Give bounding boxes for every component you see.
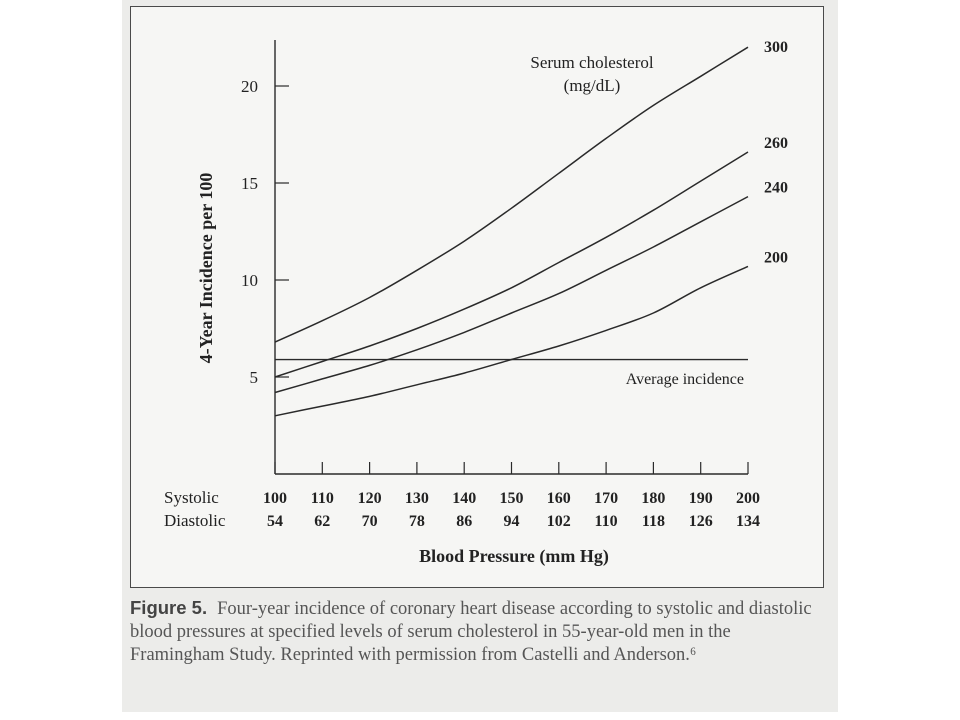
- x-tick-label-diastolic: 54: [267, 513, 283, 530]
- x-tick-label-diastolic: 118: [642, 513, 665, 530]
- x-tick-label-diastolic: 102: [547, 513, 571, 530]
- series-label-300: 300: [764, 39, 788, 56]
- x-tick-label-systolic: 190: [689, 490, 713, 507]
- figure-caption: Figure 5. Four-year incidence of coronary…: [130, 596, 824, 667]
- series-line-200: [274, 265, 749, 417]
- legend-title-line-2: (mg/dL): [564, 76, 621, 95]
- y-tick-label: 15: [241, 174, 258, 193]
- x-tick-label-diastolic: 134: [736, 513, 760, 530]
- x-tick-label-systolic: 170: [594, 490, 618, 507]
- labels-group: Average incidence 300 260 240 200 Serum chole…: [530, 39, 788, 388]
- series-label-240: 240: [764, 180, 788, 197]
- figure-frame: [130, 6, 824, 588]
- y-tick-label: 10: [241, 271, 258, 290]
- x-tick-label-systolic: 200: [736, 490, 760, 507]
- caption-text: Four-year incidence of coronary heart di…: [130, 599, 812, 665]
- caption-label: Figure 5.: [130, 597, 208, 618]
- series-label-260: 260: [764, 135, 788, 152]
- x-tick-label-diastolic: 70: [362, 513, 378, 530]
- reference-line-label: Average incidence: [626, 371, 744, 388]
- y-tick-label: 5: [250, 368, 259, 387]
- x-axis-title: Blood Pressure (mm Hg): [419, 546, 609, 567]
- x-row-label-systolic: Systolic: [164, 488, 219, 507]
- series-line-240: [274, 195, 749, 394]
- x-tick-label-diastolic: 62: [314, 513, 330, 530]
- legend-title-line-1: Serum cholesterol: [530, 53, 653, 72]
- series-line-300: [274, 46, 749, 343]
- series-group: [274, 46, 749, 417]
- x-row-label-diastolic: Diastolic: [164, 511, 226, 530]
- x-tick-label-systolic: 100: [263, 490, 287, 507]
- axes: 5 10 15 20 4-Year Incidence per 100 Systolic D…: [164, 40, 760, 567]
- x-tick-label-systolic: 150: [500, 490, 524, 507]
- series-line-260: [274, 151, 749, 378]
- incidence-chart: 5 10 15 20 4-Year Incidence per 100 Systolic D…: [164, 39, 788, 567]
- x-tick-label-diastolic: 126: [689, 513, 713, 530]
- x-tick-label-systolic: 140: [452, 490, 476, 507]
- x-tick-label-diastolic: 110: [595, 513, 618, 530]
- x-tick-label-systolic: 120: [358, 490, 382, 507]
- x-tick-label-diastolic: 78: [409, 513, 425, 530]
- x-tick-label-systolic: 110: [311, 490, 334, 507]
- x-tick-label-diastolic: 86: [456, 513, 472, 530]
- x-tick-label-systolic: 160: [547, 490, 571, 507]
- x-tick-label-systolic: 130: [405, 490, 429, 507]
- series-label-200: 200: [764, 249, 788, 266]
- x-tick-label-systolic: 180: [641, 490, 665, 507]
- y-axis-title: 4-Year Incidence per 100: [196, 173, 216, 364]
- y-tick-label: 20: [241, 77, 258, 96]
- x-tick-label-diastolic: 94: [504, 513, 520, 530]
